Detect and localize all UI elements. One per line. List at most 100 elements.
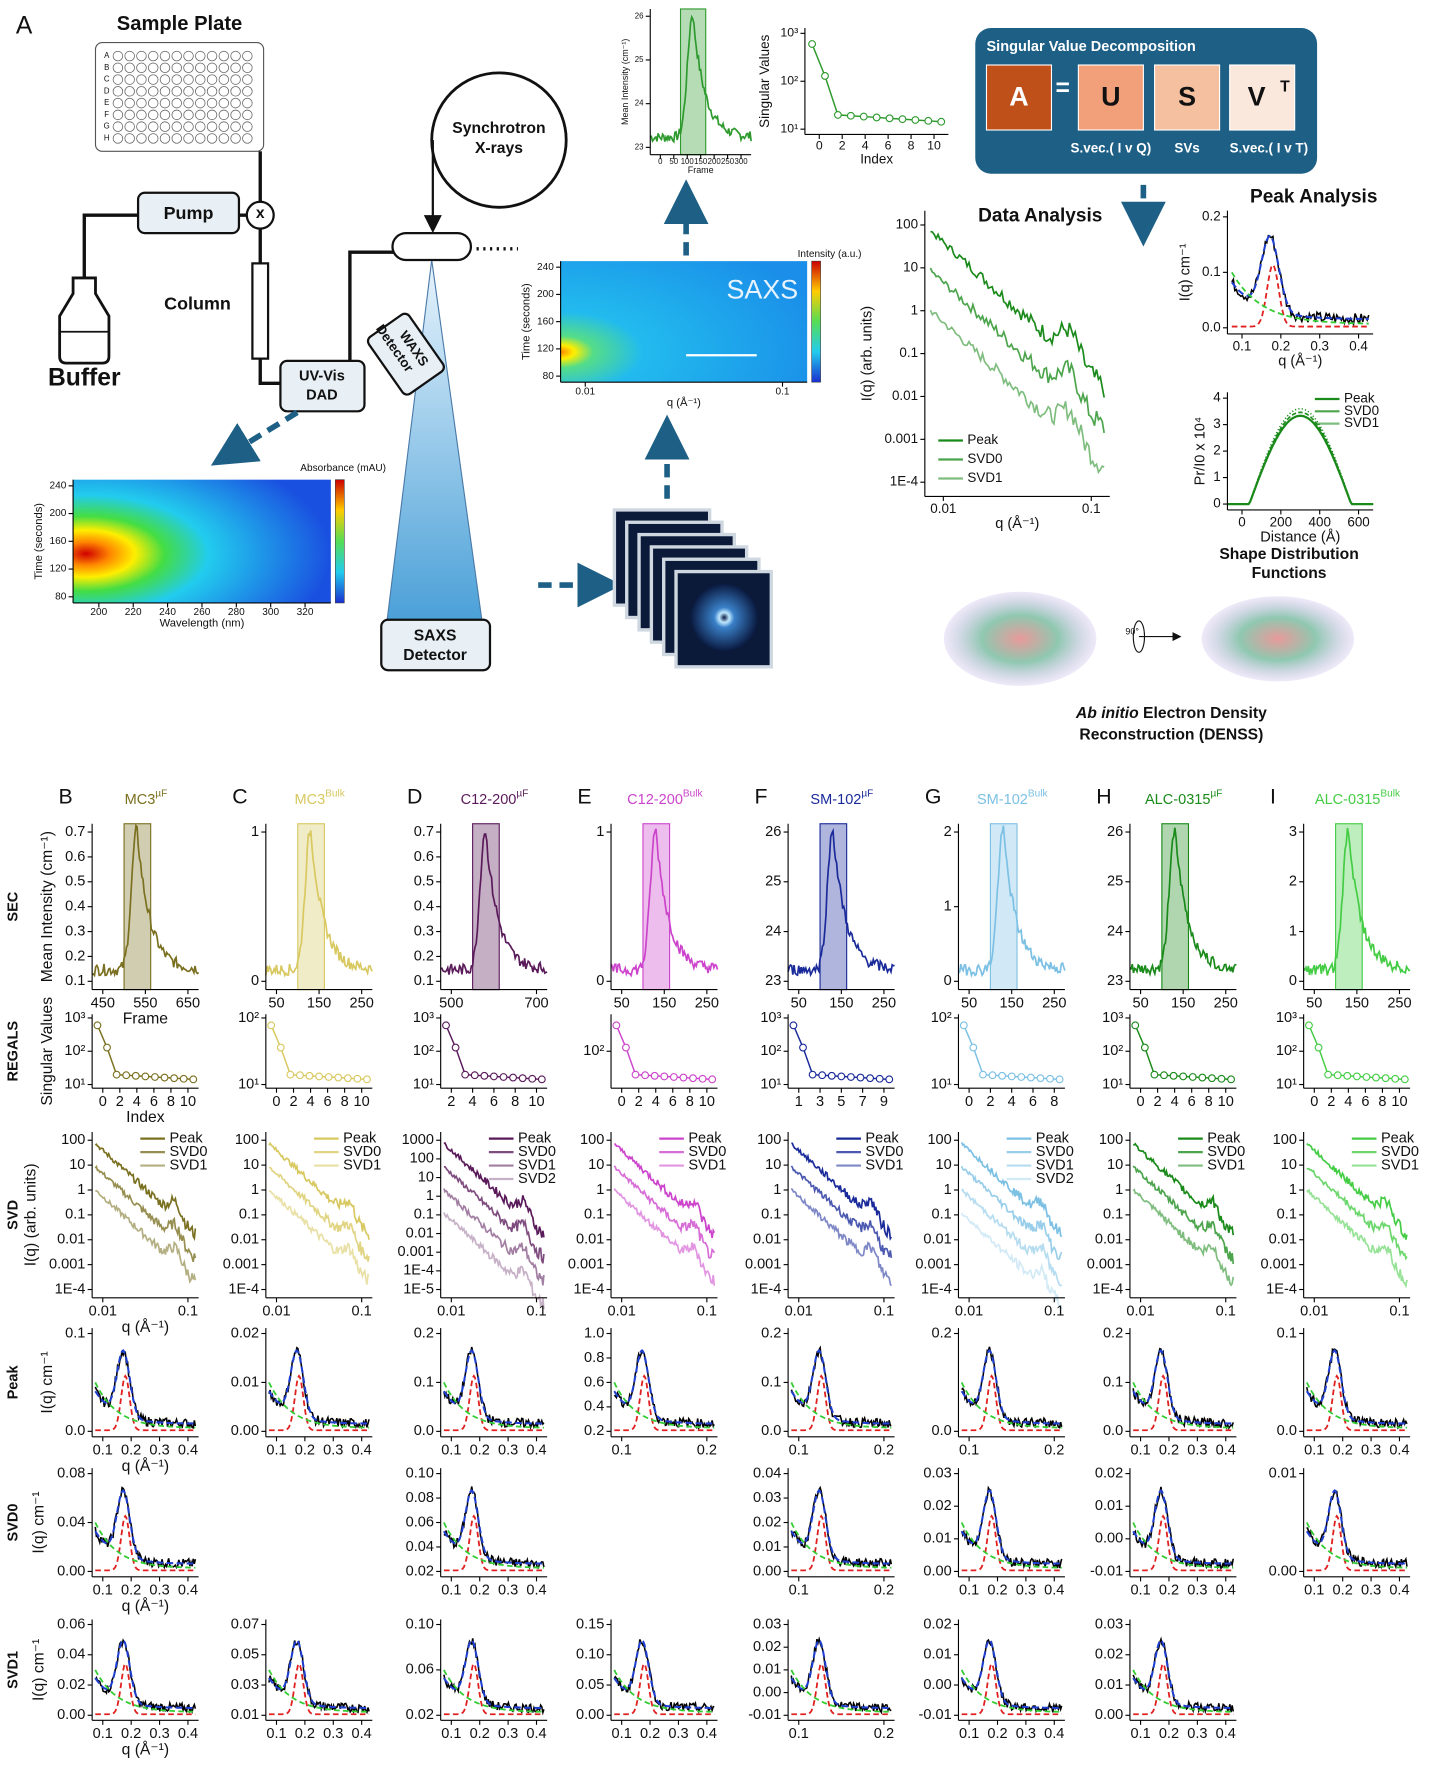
label: 0.10 bbox=[406, 1616, 434, 1632]
label: 10¹ bbox=[1276, 1076, 1297, 1092]
curve bbox=[962, 1350, 1062, 1423]
label: 0.2 bbox=[295, 1442, 315, 1458]
label: 0.1 bbox=[612, 1726, 632, 1742]
label: 1E-4 bbox=[921, 1281, 952, 1297]
plot bbox=[1125, 1014, 1236, 1092]
label: 0 bbox=[618, 1094, 626, 1110]
label: SVD2 bbox=[518, 1171, 556, 1187]
point bbox=[344, 1075, 351, 1082]
label: 10 bbox=[1107, 1157, 1123, 1173]
label: 50 bbox=[961, 995, 977, 1011]
label: 0.2 bbox=[1103, 1325, 1123, 1341]
label: SVD1 bbox=[1207, 1157, 1245, 1173]
label: 90° bbox=[1125, 626, 1139, 636]
label: 0.4 bbox=[352, 1442, 372, 1458]
well bbox=[125, 75, 135, 85]
label: 100 bbox=[410, 1151, 434, 1167]
label: 1 bbox=[795, 1094, 803, 1110]
well bbox=[137, 98, 147, 108]
curve bbox=[95, 1640, 195, 1712]
well bbox=[160, 87, 170, 97]
label: 0.1 bbox=[1044, 1303, 1064, 1319]
well bbox=[184, 75, 194, 85]
plot bbox=[607, 1619, 718, 1724]
label: 0.04 bbox=[406, 1539, 434, 1555]
label: 6 bbox=[1361, 1094, 1369, 1110]
label: 0 bbox=[1310, 1094, 1318, 1110]
label: 0.10 bbox=[576, 1647, 604, 1663]
label: 10² bbox=[64, 1043, 85, 1059]
label: 0.2 bbox=[874, 1726, 894, 1742]
label: 0.03 bbox=[753, 1490, 781, 1506]
label: 2 bbox=[986, 1094, 994, 1110]
well bbox=[172, 75, 182, 85]
label: A bbox=[1009, 82, 1028, 112]
label: 10² bbox=[1276, 1043, 1297, 1059]
label: 450 bbox=[91, 995, 115, 1011]
label: I(q) cm⁻¹ bbox=[39, 1351, 56, 1413]
curve bbox=[444, 1350, 544, 1423]
curve bbox=[962, 1640, 1062, 1712]
point bbox=[1363, 1074, 1370, 1081]
bottle bbox=[60, 278, 109, 363]
label: 0.1 bbox=[352, 1303, 372, 1319]
label: REGALS bbox=[6, 1021, 22, 1082]
label: -0.01 bbox=[919, 1707, 952, 1723]
well bbox=[231, 122, 241, 132]
label: 24 bbox=[765, 923, 781, 939]
label: 0.2 bbox=[1272, 338, 1291, 353]
label: 2 bbox=[1154, 1094, 1162, 1110]
label: 1E-4 bbox=[1266, 1281, 1297, 1297]
label: 0.01 bbox=[1269, 1465, 1297, 1481]
label: SVD0 bbox=[6, 1504, 22, 1542]
label: 0.3 bbox=[1016, 1583, 1036, 1599]
label: 0.06 bbox=[406, 1514, 434, 1530]
well bbox=[113, 51, 123, 61]
label: 0.00 bbox=[1095, 1531, 1123, 1547]
well bbox=[184, 98, 194, 108]
label: Wavelength (nm) bbox=[160, 618, 245, 630]
label: 1E-4 bbox=[1092, 1281, 1123, 1297]
label: 2 bbox=[944, 824, 952, 840]
label: SVD1 bbox=[343, 1157, 381, 1173]
label: V bbox=[1248, 82, 1266, 112]
curve bbox=[930, 310, 1104, 472]
label: 8 bbox=[167, 1094, 175, 1110]
point bbox=[190, 1076, 197, 1083]
label: Absorbance (mAU) bbox=[300, 463, 386, 474]
label: q (Å⁻¹) bbox=[122, 1596, 170, 1615]
caption-text: Electron Density bbox=[1139, 705, 1267, 722]
label: 0.00 bbox=[57, 1563, 85, 1579]
plot bbox=[784, 1014, 895, 1092]
label: 150 bbox=[829, 995, 853, 1011]
label: 0.4 bbox=[1216, 1583, 1236, 1599]
label: 0.3 bbox=[149, 1726, 169, 1742]
plot bbox=[920, 211, 1109, 501]
label: A bbox=[104, 51, 110, 60]
label: 0.00 bbox=[1269, 1563, 1297, 1579]
label: 0.02 bbox=[1095, 1465, 1123, 1481]
label: 150 bbox=[307, 995, 331, 1011]
label: 0.001 bbox=[568, 1256, 604, 1272]
label: 100 bbox=[235, 1132, 259, 1148]
label: 1 bbox=[1289, 923, 1297, 939]
label: Peak bbox=[6, 1365, 22, 1400]
curve bbox=[1133, 1349, 1233, 1428]
point bbox=[510, 1074, 517, 1081]
label: 0.00 bbox=[753, 1684, 781, 1700]
label: 0.1 bbox=[789, 1726, 809, 1742]
label: 0 bbox=[272, 1094, 280, 1110]
point bbox=[519, 1075, 526, 1082]
label: 0.1 bbox=[789, 1583, 809, 1599]
label: 150 bbox=[1171, 995, 1195, 1011]
well bbox=[184, 110, 194, 120]
label: 0.1 bbox=[65, 973, 85, 989]
label: 26 bbox=[765, 824, 781, 840]
curve bbox=[791, 1639, 891, 1712]
label: 0.04 bbox=[753, 1465, 781, 1481]
point bbox=[1008, 1073, 1015, 1080]
label: 10¹ bbox=[64, 1076, 85, 1092]
label: 50 bbox=[791, 995, 807, 1011]
point bbox=[104, 1044, 111, 1051]
label: 0.3 bbox=[668, 1726, 688, 1742]
